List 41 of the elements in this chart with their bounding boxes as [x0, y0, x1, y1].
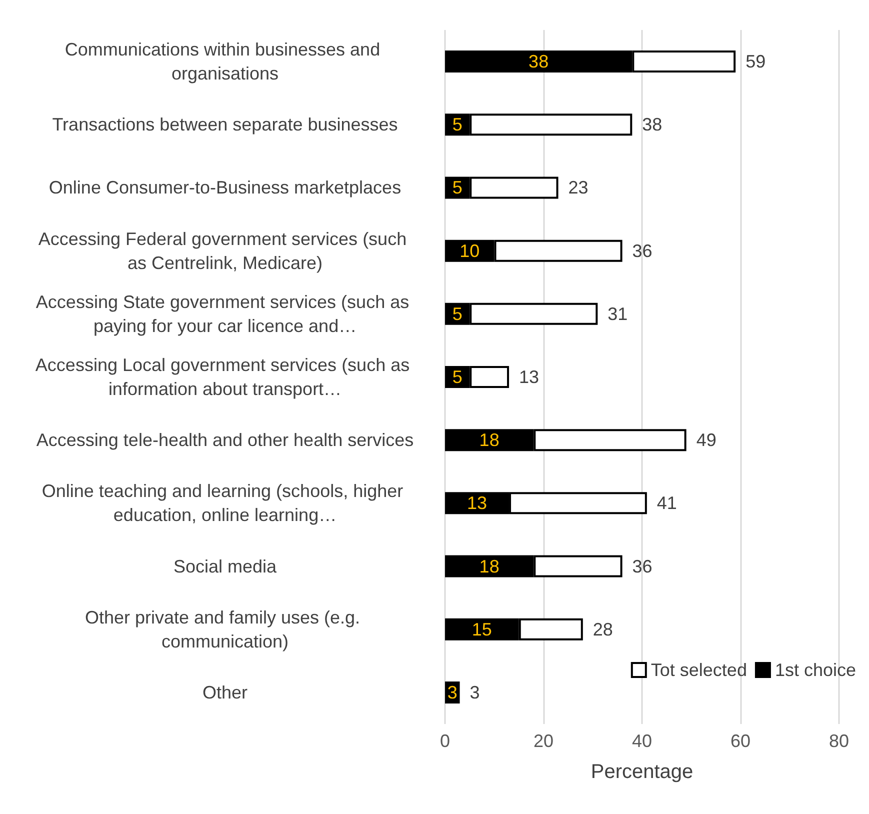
- y-tick-label: Other private and family uses (e.g. communication): [84, 607, 366, 652]
- total-label: 36: [632, 240, 652, 261]
- y-tick-label: Accessing State government services (such as paying for your car licence and…: [36, 292, 414, 336]
- total-label: 3: [470, 682, 480, 702]
- total-label: 31: [608, 304, 628, 324]
- total-label: 59: [746, 52, 766, 72]
- data-label: 3: [447, 682, 458, 702]
- y-tick-label: Other: [202, 682, 248, 702]
- legend-label: 1st choice: [774, 660, 856, 680]
- total-label: 13: [519, 367, 540, 387]
- data-label: 5: [452, 367, 462, 387]
- x-tick-label: 40: [632, 731, 652, 751]
- y-tick-label: Online Consumer-to-Business marketplaces: [48, 178, 402, 198]
- data-label: 13: [466, 493, 488, 514]
- y-tick-label: Accessing Local government services (such as information about transport…: [35, 355, 415, 399]
- x-tick-label: 20: [533, 731, 554, 751]
- total-label: 38: [642, 114, 662, 135]
- x-tick-label: 80: [828, 731, 850, 751]
- data-label: 5: [452, 114, 462, 135]
- total-label: 28: [592, 619, 613, 640]
- data-label: 15: [472, 619, 492, 640]
- data-label: 18: [479, 556, 500, 576]
- x-tick-label: 0: [440, 731, 450, 751]
- y-tick-label: Transactions between separate businesses: [52, 114, 398, 135]
- data-label: 10: [460, 240, 480, 261]
- y-tick-label: Social media: [173, 556, 278, 576]
- total-label: 41: [656, 493, 677, 514]
- y-tick-label: Communications within businesses and organisations: [64, 40, 386, 84]
- legend-label: Tot selected: [650, 660, 747, 680]
- y-tick-label: Accessing Federal government services (such as Centrelink, Medicare): [38, 228, 412, 273]
- y-tick-label: Online teaching and learning (schools, higher education, online learning…: [42, 481, 408, 526]
- total-label: 23: [568, 178, 588, 198]
- y-tick-label: Accessing tele-health and other health services: [36, 430, 414, 450]
- data-label: 18: [479, 430, 500, 450]
- x-axis-title: Percentage: [590, 761, 694, 783]
- x-tick-label: 60: [730, 731, 751, 751]
- total-label: 36: [632, 556, 652, 576]
- data-label: 38: [528, 52, 549, 72]
- data-label: 5: [452, 178, 462, 198]
- total-label: 49: [696, 430, 716, 450]
- data-label: 5: [452, 304, 462, 324]
